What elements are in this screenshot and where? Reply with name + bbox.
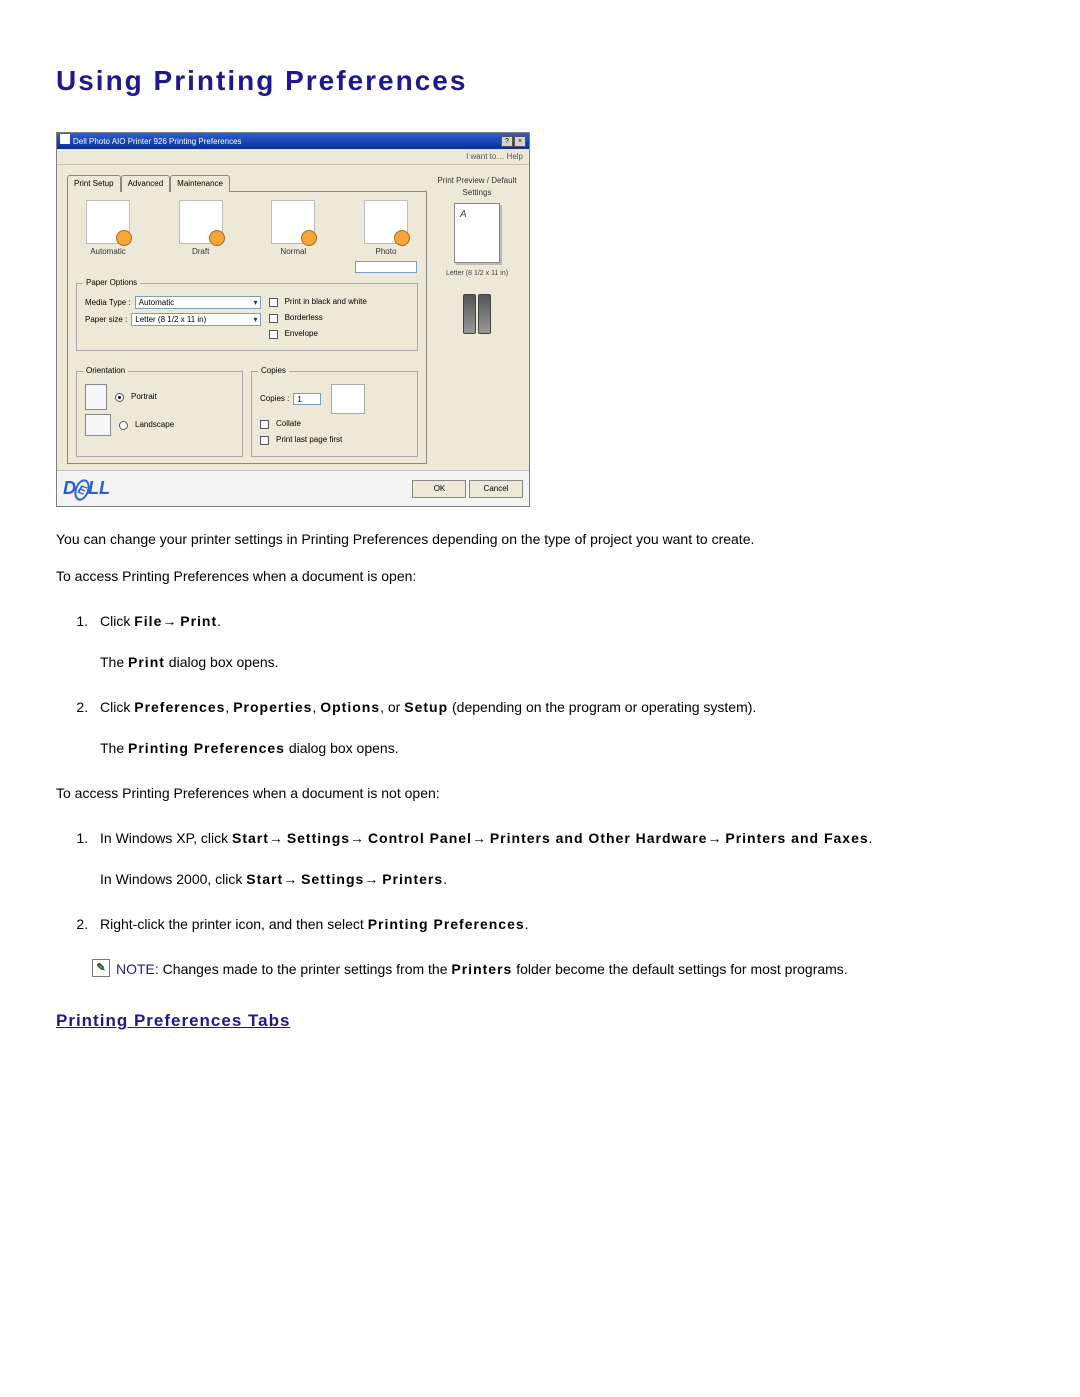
- preview-sheet-icon: [454, 203, 500, 263]
- notopen-step-1: In Windows XP, click Start→ Settings→ Co…: [92, 828, 1024, 890]
- ink-cartridges-icon: [463, 294, 491, 334]
- access-open-intro: To access Printing Preferences when a do…: [56, 566, 1024, 587]
- quality-normal: Normal: [261, 200, 325, 273]
- quality-draft: Draft: [169, 200, 233, 273]
- dell-logo: DELL: [63, 475, 110, 502]
- steps-notopen-document: In Windows XP, click Start→ Settings→ Co…: [92, 828, 1024, 935]
- portrait-label: Portrait: [131, 391, 157, 403]
- normal-icon: [271, 200, 315, 244]
- window-titlebar: Dell Photo AIO Printer 926 Printing Pref…: [57, 133, 529, 149]
- envelope-checkbox: [269, 330, 278, 339]
- orientation-title: Orientation: [83, 365, 128, 377]
- paper-size-label: Paper size :: [85, 314, 127, 326]
- step-2-result: The Printing Preferences dialog box open…: [100, 738, 1024, 759]
- ok-button: OK: [412, 480, 466, 498]
- bw-checkbox: [269, 298, 278, 307]
- app-icon: [60, 134, 70, 144]
- steps-open-document: Click File→ Print. The Print dialog box …: [92, 611, 1024, 759]
- copies-group: Copies Copies :1 Collate Print last page…: [251, 371, 418, 457]
- bw-label: Print in black and white: [285, 296, 367, 308]
- printing-preferences-screenshot: Dell Photo AIO Printer 926 Printing Pref…: [56, 132, 530, 507]
- note-text: NOTE: Changes made to the printer settin…: [116, 959, 848, 980]
- tab-print-setup: Print Setup: [67, 175, 121, 192]
- automatic-icon: [86, 200, 130, 244]
- preview-size-label: Letter (8 1/2 x 11 in): [435, 269, 519, 280]
- paper-options-group: Paper Options Media Type :Automatic Pape…: [76, 283, 418, 351]
- landscape-icon: [85, 414, 111, 436]
- note-icon: ✎: [92, 959, 110, 977]
- toolbar-text: I want to… Help: [57, 149, 529, 165]
- photo-icon: [364, 200, 408, 244]
- collate-label: Collate: [276, 418, 301, 430]
- copies-label: Copies :: [260, 393, 289, 405]
- media-type-select: Automatic: [135, 296, 261, 309]
- step-1: Click File→ Print. The Print dialog box …: [92, 611, 1024, 673]
- page-title: Using Printing Preferences: [56, 60, 1024, 102]
- notopen-step-1-alt: In Windows 2000, click Start→ Settings→ …: [100, 869, 1024, 890]
- notopen-step-2: Right-click the printer icon, and then s…: [92, 914, 1024, 935]
- lastfirst-label: Print last page first: [276, 434, 342, 446]
- preview-pane: Print Preview / Default Settings Letter …: [435, 175, 519, 464]
- lastfirst-checkbox: [260, 436, 269, 445]
- step-1-result: The Print dialog box opens.: [100, 652, 1024, 673]
- orientation-group: Orientation Portrait Landscape: [76, 371, 243, 457]
- tab-maintenance: Maintenance: [170, 175, 230, 192]
- portrait-radio: [115, 393, 124, 402]
- copies-preview-icon: [331, 384, 365, 414]
- cancel-button: Cancel: [469, 480, 523, 498]
- preview-title: Print Preview / Default Settings: [435, 175, 519, 199]
- copies-title: Copies: [258, 365, 289, 377]
- note-block: ✎ NOTE: Changes made to the printer sett…: [92, 959, 1024, 980]
- tab-strip: Print Setup Advanced Maintenance: [67, 175, 427, 192]
- tab-advanced: Advanced: [121, 175, 171, 192]
- access-notopen-intro: To access Printing Preferences when a do…: [56, 783, 1024, 804]
- portrait-icon: [85, 384, 107, 410]
- landscape-radio: [119, 421, 128, 430]
- help-button-icon: ?: [501, 136, 513, 147]
- paper-size-select: Letter (8 1/2 x 11 in): [131, 313, 260, 326]
- borderless-label: Borderless: [285, 312, 323, 324]
- step-2: Click Preferences, Properties, Options, …: [92, 697, 1024, 759]
- media-type-label: Media Type :: [85, 297, 131, 309]
- quality-photo: Photo: [354, 200, 418, 273]
- landscape-label: Landscape: [135, 419, 174, 431]
- paper-options-title: Paper Options: [83, 277, 140, 289]
- draft-icon: [179, 200, 223, 244]
- intro-paragraph: You can change your printer settings in …: [56, 529, 1024, 550]
- section-heading: Printing Preferences Tabs: [56, 1008, 1024, 1034]
- photo-dpi-select: [355, 261, 417, 273]
- borderless-checkbox: [269, 314, 278, 323]
- close-icon: ×: [514, 136, 526, 147]
- window-title: Dell Photo AIO Printer 926 Printing Pref…: [73, 137, 242, 146]
- quality-automatic: Automatic: [76, 200, 140, 273]
- dialog-footer: DELL OK Cancel: [57, 470, 529, 506]
- envelope-label: Envelope: [285, 328, 318, 340]
- tab-panel: Automatic Draft Normal Photo Paper Optio…: [67, 191, 427, 464]
- copies-spinner: 1: [293, 393, 321, 405]
- collate-checkbox: [260, 420, 269, 429]
